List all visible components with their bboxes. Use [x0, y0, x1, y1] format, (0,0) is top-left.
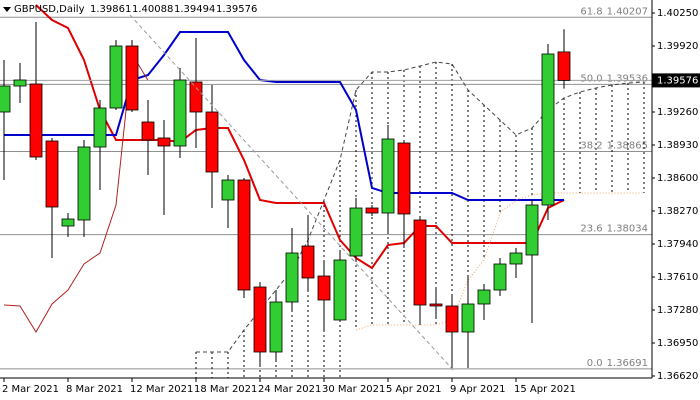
x-tick-label: 24 Mar 2021 — [258, 384, 321, 395]
x-tick-label: 2 Mar 2021 — [2, 384, 59, 395]
candle-body — [333, 259, 347, 321]
candle-body — [525, 204, 539, 256]
y-tick-label: 1.39920 — [657, 41, 698, 52]
fibo-label: 0.0 1.36691 — [587, 358, 648, 369]
y-tick-label: 1.37280 — [657, 305, 698, 316]
candle-body — [29, 83, 43, 158]
last-open: 1.39861 — [90, 4, 131, 15]
y-tick-label: 1.37610 — [657, 272, 698, 283]
candle-body — [237, 179, 251, 291]
x-tick-label: 12 Mar 2021 — [130, 384, 193, 395]
chart-header: GBPUSD,Daily 1.39861 1.40088 1.39494 1.3… — [3, 4, 257, 15]
candle-body — [77, 146, 91, 221]
price-tag — [652, 73, 700, 88]
y-tick-label: 1.38270 — [657, 206, 698, 217]
fibo-trendline — [129, 14, 456, 373]
fibo-value-label: 1.38865 — [607, 141, 648, 152]
fibo-level-label: 23.6 — [580, 224, 602, 235]
indicator-line — [3, 52, 149, 333]
indicator-line — [196, 61, 645, 353]
fibo-level-label: 50.0 — [580, 73, 602, 84]
candle-body — [445, 305, 459, 333]
x-tick-label: 9 Apr 2021 — [450, 384, 505, 395]
fibo-label: 61.8 1.40207 — [580, 6, 648, 17]
candle-body — [45, 140, 59, 208]
candle-body — [477, 289, 491, 305]
candle-body — [365, 207, 379, 214]
fibo-level-label: 61.8 — [580, 6, 602, 17]
y-tick-label: 1.36620 — [657, 371, 698, 382]
x-tick-label: 18 Mar 2021 — [194, 384, 257, 395]
candle-body — [157, 137, 171, 147]
y-tick-label: 1.37940 — [657, 239, 698, 250]
candle-body — [269, 301, 283, 353]
fibo-value-label: 1.39536 — [607, 73, 648, 84]
candle-body — [93, 107, 107, 148]
x-tick-label: 5 Apr 2021 — [386, 384, 441, 395]
candle-body — [285, 252, 299, 303]
candle-body — [317, 275, 331, 301]
y-tick-label: 1.38600 — [657, 173, 698, 184]
candle-body — [413, 219, 427, 306]
x-tick-label: 30 Mar 2021 — [322, 384, 385, 395]
y-tick-label: 1.40250 — [657, 8, 698, 19]
fibo-level-label: 38.2 — [580, 141, 602, 152]
candle-body — [461, 303, 475, 333]
price-tag-label: 1.39576 — [657, 75, 698, 86]
fibo-label: 23.6 1.38034 — [580, 224, 648, 235]
candle-body — [429, 303, 443, 307]
y-tick-label: 1.38930 — [657, 140, 698, 151]
candle-body — [541, 53, 555, 206]
candle-body — [381, 138, 395, 214]
fibo-label: 50.0 1.39536 — [580, 73, 648, 84]
candle-body — [509, 252, 523, 265]
candle-body — [0, 85, 11, 113]
last-high: 1.40088 — [132, 4, 173, 15]
indicator-line — [35, 4, 565, 270]
y-tick-label: 1.36950 — [657, 338, 698, 349]
candle-body — [349, 207, 363, 257]
menu-triangle[interactable] — [3, 7, 11, 12]
candle-body — [221, 179, 235, 201]
x-tick-label: 15 Apr 2021 — [514, 384, 576, 395]
x-tick-label: 8 Mar 2021 — [66, 384, 123, 395]
candle-body — [13, 79, 27, 87]
last-low: 1.39494 — [174, 4, 215, 15]
fibo-value-label: 1.40207 — [607, 6, 648, 17]
candle-body — [109, 45, 123, 109]
candle-body — [189, 81, 203, 113]
candle-body — [397, 142, 411, 215]
fibo-label: 38.2 1.38865 — [580, 141, 648, 152]
y-tick-label: 1.39260 — [657, 107, 698, 118]
fibo-value-label: 1.36691 — [607, 358, 648, 369]
indicator-line — [355, 192, 644, 331]
candle-body — [253, 286, 267, 353]
candle-body — [205, 111, 219, 173]
candle-body — [493, 263, 507, 291]
candle-body — [61, 218, 75, 227]
candle-body — [141, 121, 155, 141]
fibo-level-label: 0.0 — [587, 358, 603, 369]
chart-title: GBPUSD,Daily — [14, 4, 85, 15]
last-close: 1.39576 — [216, 4, 257, 15]
candle-body — [557, 51, 571, 81]
fibo-value-label: 1.38034 — [607, 224, 648, 235]
candle-body — [125, 45, 139, 111]
candle-body — [301, 245, 315, 279]
candle-body — [173, 79, 187, 147]
